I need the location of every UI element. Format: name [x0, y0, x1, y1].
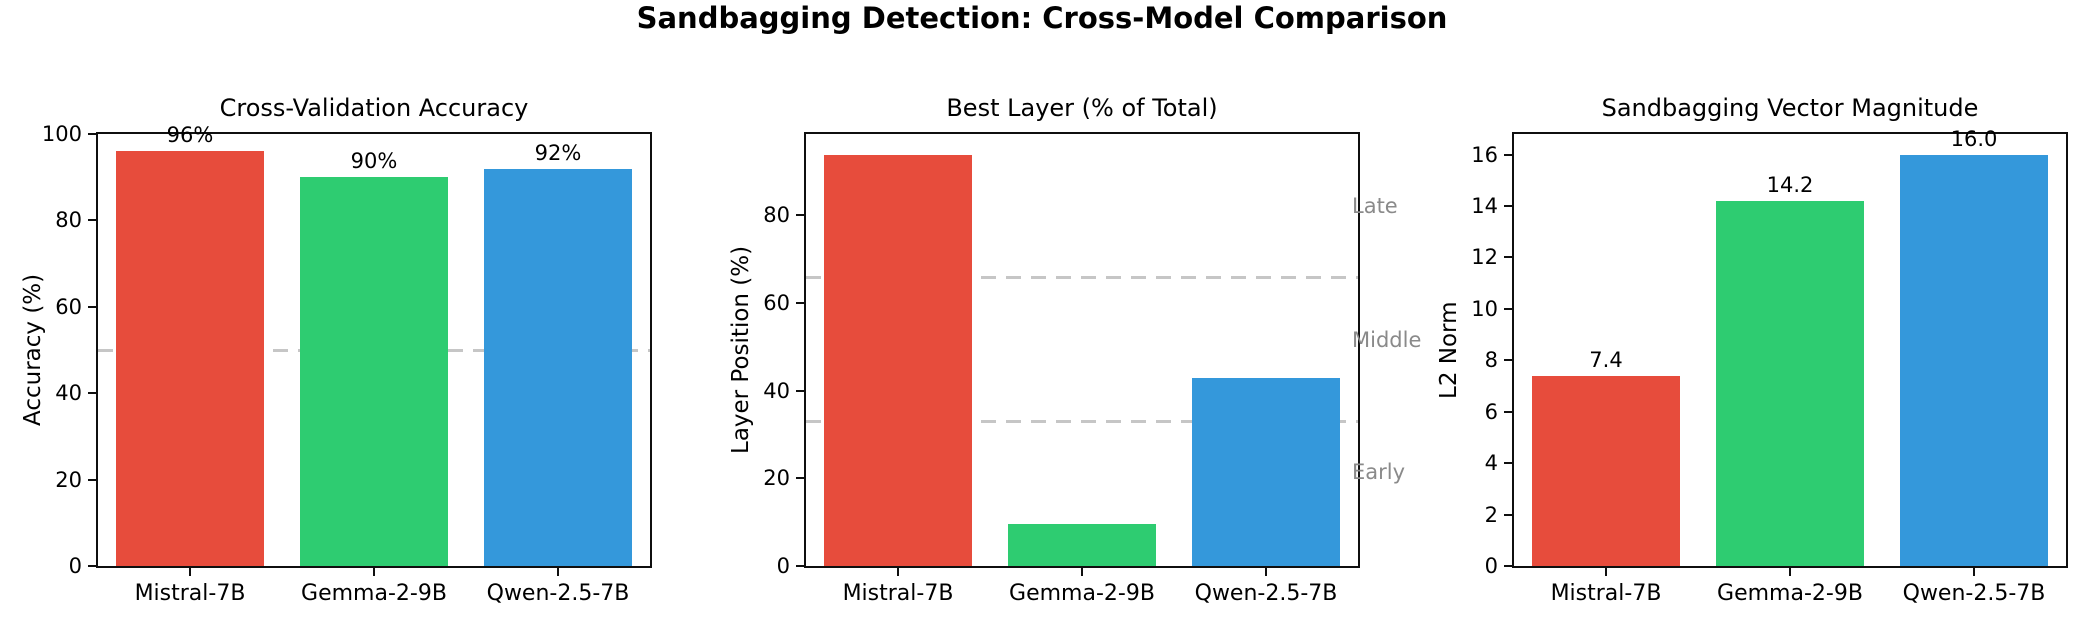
y-tick-label: 16 — [1471, 142, 1498, 167]
y-tick-mark — [1504, 410, 1512, 413]
y-tick-label: 80 — [763, 203, 790, 228]
bar — [1008, 524, 1156, 566]
bar — [1192, 377, 1340, 566]
bar-value-label: 90% — [350, 149, 398, 174]
y-tick-mark — [1504, 513, 1512, 516]
bar — [1532, 375, 1680, 566]
bar-value-label: 96% — [166, 123, 214, 148]
y-tick-label: 0 — [68, 554, 82, 578]
y-tick-mark — [1504, 256, 1512, 259]
y-tick-mark — [88, 392, 96, 395]
bar — [484, 168, 632, 566]
y-axis-label-layer-position: Layer Position (%) — [728, 245, 754, 455]
y-tick-label: 12 — [1471, 245, 1498, 270]
x-tick-mark — [189, 568, 191, 576]
annotation-middle: Middle — [1352, 328, 1422, 353]
bar — [116, 151, 264, 566]
y-tick-mark — [796, 477, 804, 480]
y-axis-label-accuracy: Accuracy (%) — [20, 273, 46, 427]
y-tick-label: 14 — [1471, 194, 1498, 218]
x-tick-label: Qwen-2.5-7B — [1902, 581, 2046, 606]
y-tick-mark — [88, 219, 96, 222]
bar — [824, 154, 972, 566]
figure-title: Sandbagging Detection: Cross-Model Compa… — [636, 1, 1448, 35]
bar-value-label: 14.2 — [1766, 172, 1814, 197]
bar-value-label: 7.4 — [1589, 347, 1623, 372]
y-tick-mark — [88, 305, 96, 308]
x-tick-label: Mistral-7B — [1550, 581, 1662, 606]
x-tick-mark — [1789, 568, 1791, 576]
bar — [1716, 200, 1864, 566]
y-tick-label: 60 — [763, 290, 790, 315]
subplot-title-accuracy: Cross-Validation Accuracy — [219, 94, 529, 122]
x-tick-mark — [1265, 568, 1267, 576]
x-tick-mark — [373, 568, 375, 576]
x-tick-label: Gemma-2-9B — [301, 581, 447, 606]
x-tick-label: Gemma-2-9B — [1717, 581, 1863, 606]
subplot-title-magnitude: Sandbagging Vector Magnitude — [1601, 94, 1979, 122]
x-tick-mark — [557, 568, 559, 576]
y-tick-mark — [796, 301, 804, 304]
annotation-early: Early — [1352, 459, 1406, 484]
y-tick-label: 100 — [41, 122, 82, 146]
y-tick-label: 0 — [1484, 554, 1498, 578]
y-tick-label: 60 — [55, 294, 82, 319]
y-tick-label: 0 — [776, 554, 790, 578]
x-tick-label: Qwen-2.5-7B — [486, 581, 630, 606]
y-tick-label: 20 — [55, 467, 82, 492]
y-tick-label: 10 — [1471, 296, 1498, 321]
y-tick-mark — [1504, 565, 1512, 567]
y-tick-mark — [88, 133, 96, 135]
y-tick-label: 20 — [763, 466, 790, 491]
bar — [300, 177, 448, 566]
x-tick-label: Gemma-2-9B — [1009, 581, 1155, 606]
x-tick-mark — [897, 568, 899, 576]
y-tick-label: 8 — [1484, 348, 1498, 373]
y-tick-mark — [88, 565, 96, 567]
x-tick-label: Mistral-7B — [134, 581, 246, 606]
y-tick-mark — [1504, 462, 1512, 465]
subplot-title-best-layer: Best Layer (% of Total) — [946, 94, 1218, 122]
y-tick-mark — [1504, 153, 1512, 156]
y-tick-label: 2 — [1484, 502, 1498, 527]
y-tick-label: 4 — [1484, 451, 1498, 476]
annotation-late: Late — [1352, 194, 1398, 219]
y-tick-mark — [1504, 307, 1512, 310]
threshold-line — [806, 420, 1358, 424]
threshold-line — [806, 275, 1358, 279]
y-tick-mark — [796, 389, 804, 392]
y-tick-label: 6 — [1484, 399, 1498, 424]
y-tick-label: 40 — [55, 381, 82, 406]
bar — [1900, 154, 2048, 566]
bar-value-label: 16.0 — [1950, 126, 1998, 151]
x-tick-mark — [1973, 568, 1975, 576]
y-tick-mark — [796, 214, 804, 217]
y-tick-label: 40 — [763, 378, 790, 403]
y-tick-mark — [1504, 205, 1512, 207]
y-tick-mark — [88, 478, 96, 481]
bar-value-label: 92% — [534, 140, 582, 165]
x-tick-label: Mistral-7B — [842, 581, 954, 606]
y-tick-mark — [1504, 359, 1512, 362]
x-tick-mark — [1081, 568, 1083, 576]
y-tick-label: 80 — [55, 208, 82, 233]
x-tick-label: Qwen-2.5-7B — [1194, 581, 1338, 606]
y-tick-mark — [796, 565, 804, 567]
x-tick-mark — [1605, 568, 1607, 576]
